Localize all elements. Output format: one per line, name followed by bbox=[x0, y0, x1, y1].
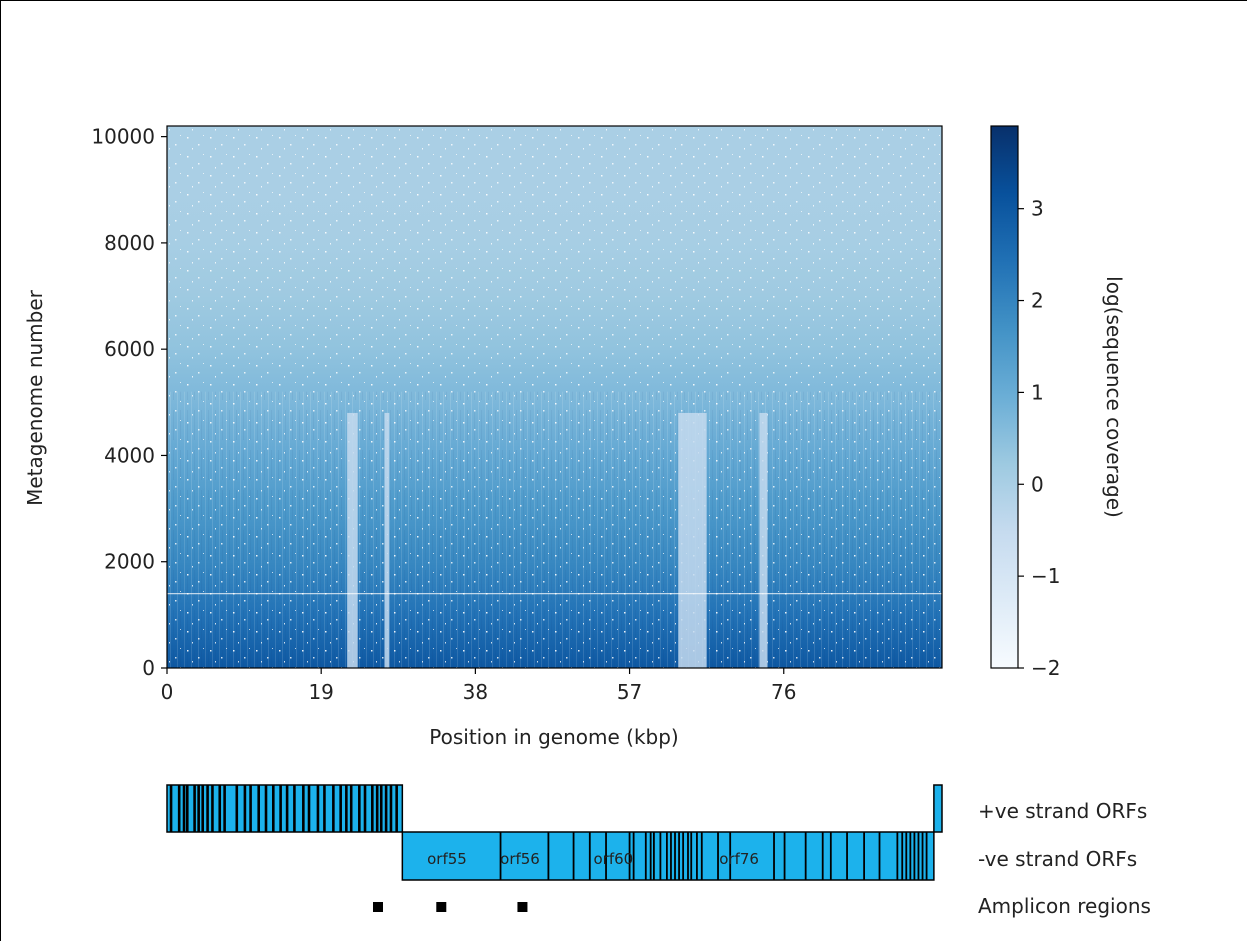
x-axis-label: Position in genome (kbp) bbox=[429, 725, 678, 749]
plus-orf-span bbox=[933, 784, 943, 833]
colorbar-tick-label: −1 bbox=[1031, 564, 1060, 588]
colorbar: 3 2 1 0 −1 −2 log(sequence coverage) bbox=[990, 125, 1126, 680]
low-coverage-region-1 bbox=[384, 412, 390, 668]
orf-label: orf55 bbox=[427, 850, 467, 868]
y-tick-label: 8000 bbox=[104, 231, 155, 255]
y-axis-label: Metagenome number bbox=[23, 289, 47, 506]
x-tick-label: 0 bbox=[161, 680, 174, 704]
track-label: -ve strand ORFs bbox=[978, 847, 1137, 871]
heatmap-speckle bbox=[167, 126, 942, 668]
colorbar-ticks: 3 2 1 0 −1 −2 bbox=[1018, 197, 1060, 680]
low-coverage-region-2 bbox=[678, 412, 707, 668]
amplicon-marker bbox=[517, 902, 528, 912]
annotation-tracks: orf55 orf56 orf60 orf76 +ve strand ORFs -ve … bbox=[166, 784, 1151, 918]
low-coverage-regions bbox=[347, 412, 768, 668]
y-tick-label: 0 bbox=[142, 656, 155, 680]
y-tick-label: 4000 bbox=[104, 443, 155, 467]
colorbar-tick-label: 1 bbox=[1031, 380, 1044, 404]
y-tick-label: 6000 bbox=[104, 337, 155, 361]
heatmap-axes-frame bbox=[166, 125, 943, 669]
colorbar-tick-label: −2 bbox=[1031, 656, 1060, 680]
heatmap-panel bbox=[166, 125, 943, 669]
amplicon-marker bbox=[372, 902, 383, 912]
orf-label: orf60 bbox=[593, 850, 633, 868]
minus-orf-span bbox=[401, 831, 935, 881]
track-label: +ve strand ORFs bbox=[978, 799, 1147, 823]
colorbar-tick-label: 3 bbox=[1031, 197, 1044, 221]
amplicon-marker bbox=[436, 902, 447, 912]
x-tick-label: 57 bbox=[617, 680, 642, 704]
track-labels: +ve strand ORFs -ve strand ORFs Amplicon r… bbox=[978, 799, 1151, 918]
colorbar-tick-label: 0 bbox=[1031, 472, 1044, 496]
track-label: Amplicon regions bbox=[978, 894, 1151, 918]
colorbar-tick-label: 2 bbox=[1031, 289, 1044, 313]
plus-orf-span bbox=[166, 784, 404, 833]
low-coverage-region-0 bbox=[347, 412, 358, 668]
colorbar-label: log(sequence coverage) bbox=[1102, 276, 1126, 518]
amplicon-region-track bbox=[372, 902, 528, 912]
low-coverage-region-3 bbox=[759, 412, 768, 668]
y-tick-label: 10000 bbox=[91, 125, 155, 149]
plus-strand-orf-track bbox=[166, 784, 943, 833]
x-tick-label: 38 bbox=[463, 680, 488, 704]
y-axis-ticks: 0 2000 4000 6000 8000 10000 bbox=[91, 125, 167, 680]
colorbar-scale bbox=[990, 125, 1019, 669]
x-axis-ticks: 0 19 38 57 76 bbox=[161, 668, 796, 704]
x-tick-label: 19 bbox=[308, 680, 333, 704]
minus-strand-orf-track: orf55 orf56 orf60 orf76 bbox=[401, 831, 935, 881]
x-tick-label: 76 bbox=[771, 680, 796, 704]
y-tick-label: 2000 bbox=[104, 550, 155, 574]
orf-label: orf76 bbox=[719, 850, 759, 868]
orf-label: orf56 bbox=[500, 850, 540, 868]
